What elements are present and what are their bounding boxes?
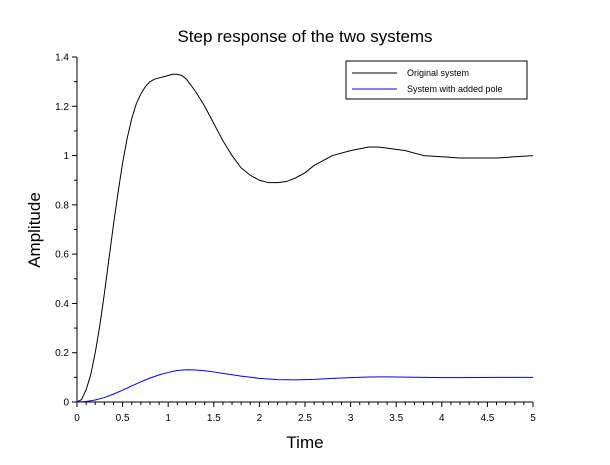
y-tick-label: 0.2: [55, 348, 69, 359]
x-axis-title: Time: [286, 433, 323, 452]
series-line-added-pole: [76, 369, 533, 403]
x-tick-label: 2.5: [298, 413, 312, 424]
chart-title: Step response of the two systems: [177, 27, 432, 46]
y-tick-label: 0: [63, 398, 69, 409]
series-lines: [76, 73, 534, 403]
legend-label: System with added pole: [407, 84, 503, 94]
legend-label: Original system: [407, 68, 469, 78]
y-axis-title: Amplitude: [25, 192, 44, 268]
y-tick-label: 0.6: [55, 250, 69, 261]
axes: 0 0.5 1 1.5 2 2.5 3 3.5 4 4.5 5 0 0.2 0.4 0.6 0.8 1 1.2 1.…: [55, 53, 536, 425]
x-tick-label: 4.5: [480, 413, 494, 424]
x-tick-label: 1: [165, 413, 171, 424]
y-tick-label: 0.4: [55, 299, 69, 310]
x-tick-label: 5: [530, 413, 536, 424]
y-tick-label: 1.2: [55, 102, 69, 113]
x-tick-label: 0: [74, 413, 80, 424]
x-tick-label: 0.5: [116, 413, 130, 424]
x-tick-label: 1.5: [207, 413, 221, 424]
legend-box: [345, 60, 528, 100]
x-tick-label: 3: [348, 413, 354, 424]
y-tick-label: 0.8: [55, 200, 69, 211]
y-tick-label: 1.4: [55, 53, 69, 64]
x-tick-label: 2: [257, 413, 263, 424]
y-tick-label: 1: [63, 151, 69, 162]
legend: Original system System with added pole: [345, 60, 528, 100]
x-tick-label: 3.5: [389, 413, 403, 424]
series-line-original-system: [76, 73, 534, 403]
x-tick-label: 4: [439, 413, 445, 424]
